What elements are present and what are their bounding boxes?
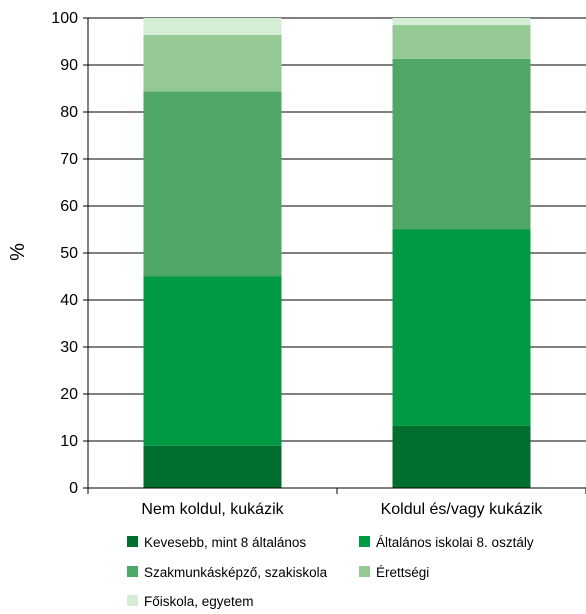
y-tick-labels: 0 10 20 30 40 50 60 70 80 90 100 (51, 10, 78, 497)
bar-segment (143, 91, 282, 277)
category-label: Nem koldul, kukázik (141, 501, 284, 518)
legend-label: Általános iskolai 8. osztály (376, 535, 534, 550)
axes (87, 18, 586, 494)
bar-segment (392, 58, 531, 230)
y-tick-label: 0 (69, 480, 78, 497)
category-label: Koldul és/vagy kukázik (381, 501, 544, 518)
bar-segment (392, 18, 531, 26)
legend-swatch (127, 595, 138, 606)
legend-label: Főiskola, egyetem (144, 594, 254, 609)
y-tick-label: 50 (60, 245, 78, 262)
y-tick-label: 30 (60, 339, 78, 356)
legend-swatch (127, 536, 138, 547)
y-axis-label: % (7, 243, 29, 261)
legend-swatch (127, 566, 138, 577)
legend: Kevesebb, mint 8 általános Általános isko… (127, 535, 534, 609)
legend-swatch (359, 566, 370, 577)
y-tick-label: 10 (60, 433, 78, 450)
bar-segment (143, 18, 282, 35)
bar-segment (143, 276, 282, 446)
bar-segment (143, 34, 282, 92)
legend-label: Érettségi (376, 565, 429, 580)
y-tick-label: 60 (60, 198, 78, 215)
y-tick-label: 40 (60, 292, 78, 309)
y-tick-label: 100 (51, 10, 78, 27)
bar-segment (392, 229, 531, 426)
bar-segment (143, 445, 282, 488)
y-tick-label: 80 (60, 104, 78, 121)
category-labels: Nem koldul, kukázik Koldul és/vagy kukázi… (141, 501, 543, 518)
y-tick-label: 20 (60, 386, 78, 403)
legend-label: Szakmunkásképző, szakiskola (144, 565, 328, 580)
y-tick-label: 90 (60, 57, 78, 74)
legend-label: Kevesebb, mint 8 általános (144, 535, 306, 550)
bar-segment (392, 25, 531, 59)
y-tick-label: 70 (60, 151, 78, 168)
legend-swatch (359, 536, 370, 547)
bars (143, 18, 531, 488)
bar-segment (392, 425, 531, 488)
